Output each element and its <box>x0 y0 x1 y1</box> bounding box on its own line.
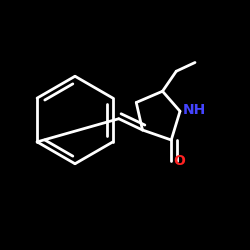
Text: NH: NH <box>182 103 206 117</box>
Text: O: O <box>173 154 185 168</box>
